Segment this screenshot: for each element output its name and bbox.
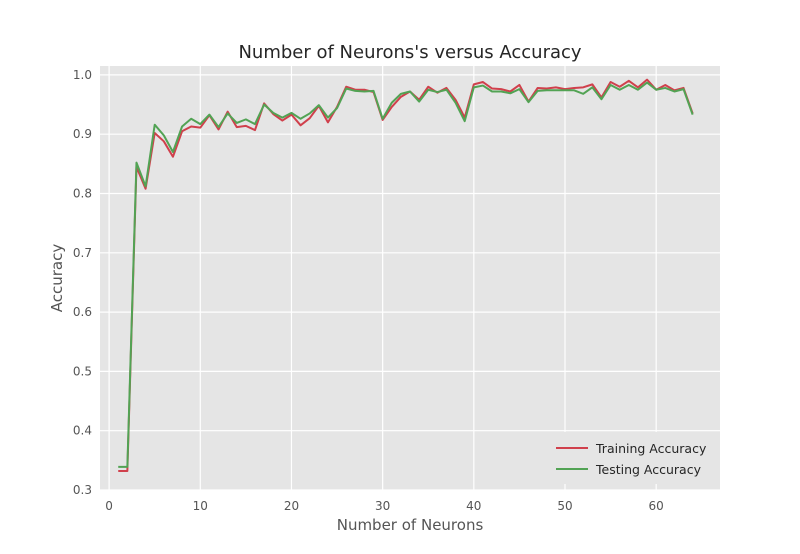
x-tick-label: 40 <box>466 499 481 513</box>
plot-area-background <box>100 66 720 490</box>
legend-item-testing: Testing Accuracy <box>556 462 702 477</box>
x-tick-label: 20 <box>284 499 299 513</box>
y-tick-label: 0.9 <box>73 127 92 141</box>
y-tick-label: 0.4 <box>73 424 92 438</box>
y-axis-ticks: 0.3 0.4 0.5 0.6 0.7 0.8 0.9 1.0 <box>73 68 92 497</box>
series-line-testing <box>118 81 694 468</box>
legend-label-training: Training Accuracy <box>595 441 707 456</box>
grid-layer <box>100 66 720 491</box>
x-tick-label: 60 <box>649 499 664 513</box>
x-tick-label: 10 <box>193 499 208 513</box>
legend-box <box>548 432 713 484</box>
x-axis-label: Number of Neurons <box>337 516 484 534</box>
legend: Training Accuracy Testing Accuracy <box>548 432 713 484</box>
series-layer <box>118 78 694 473</box>
x-axis-ticks: 0 10 20 30 40 50 60 <box>105 499 664 513</box>
x-tick-label: 30 <box>375 499 390 513</box>
legend-item-training: Training Accuracy <box>556 441 707 456</box>
y-tick-label: 0.3 <box>73 483 92 497</box>
y-tick-label: 0.6 <box>73 305 92 319</box>
legend-label-testing: Testing Accuracy <box>595 462 702 477</box>
chart-title: Number of Neurons's versus Accuracy <box>238 42 581 63</box>
y-tick-label: 0.7 <box>73 246 92 260</box>
y-tick-label: 0.8 <box>73 186 92 200</box>
x-tick-label: 0 <box>105 499 113 513</box>
x-tick-label: 50 <box>557 499 572 513</box>
y-tick-label: 1.0 <box>73 68 92 82</box>
y-axis-label: Accuracy <box>48 244 66 313</box>
y-tick-label: 0.5 <box>73 364 92 378</box>
